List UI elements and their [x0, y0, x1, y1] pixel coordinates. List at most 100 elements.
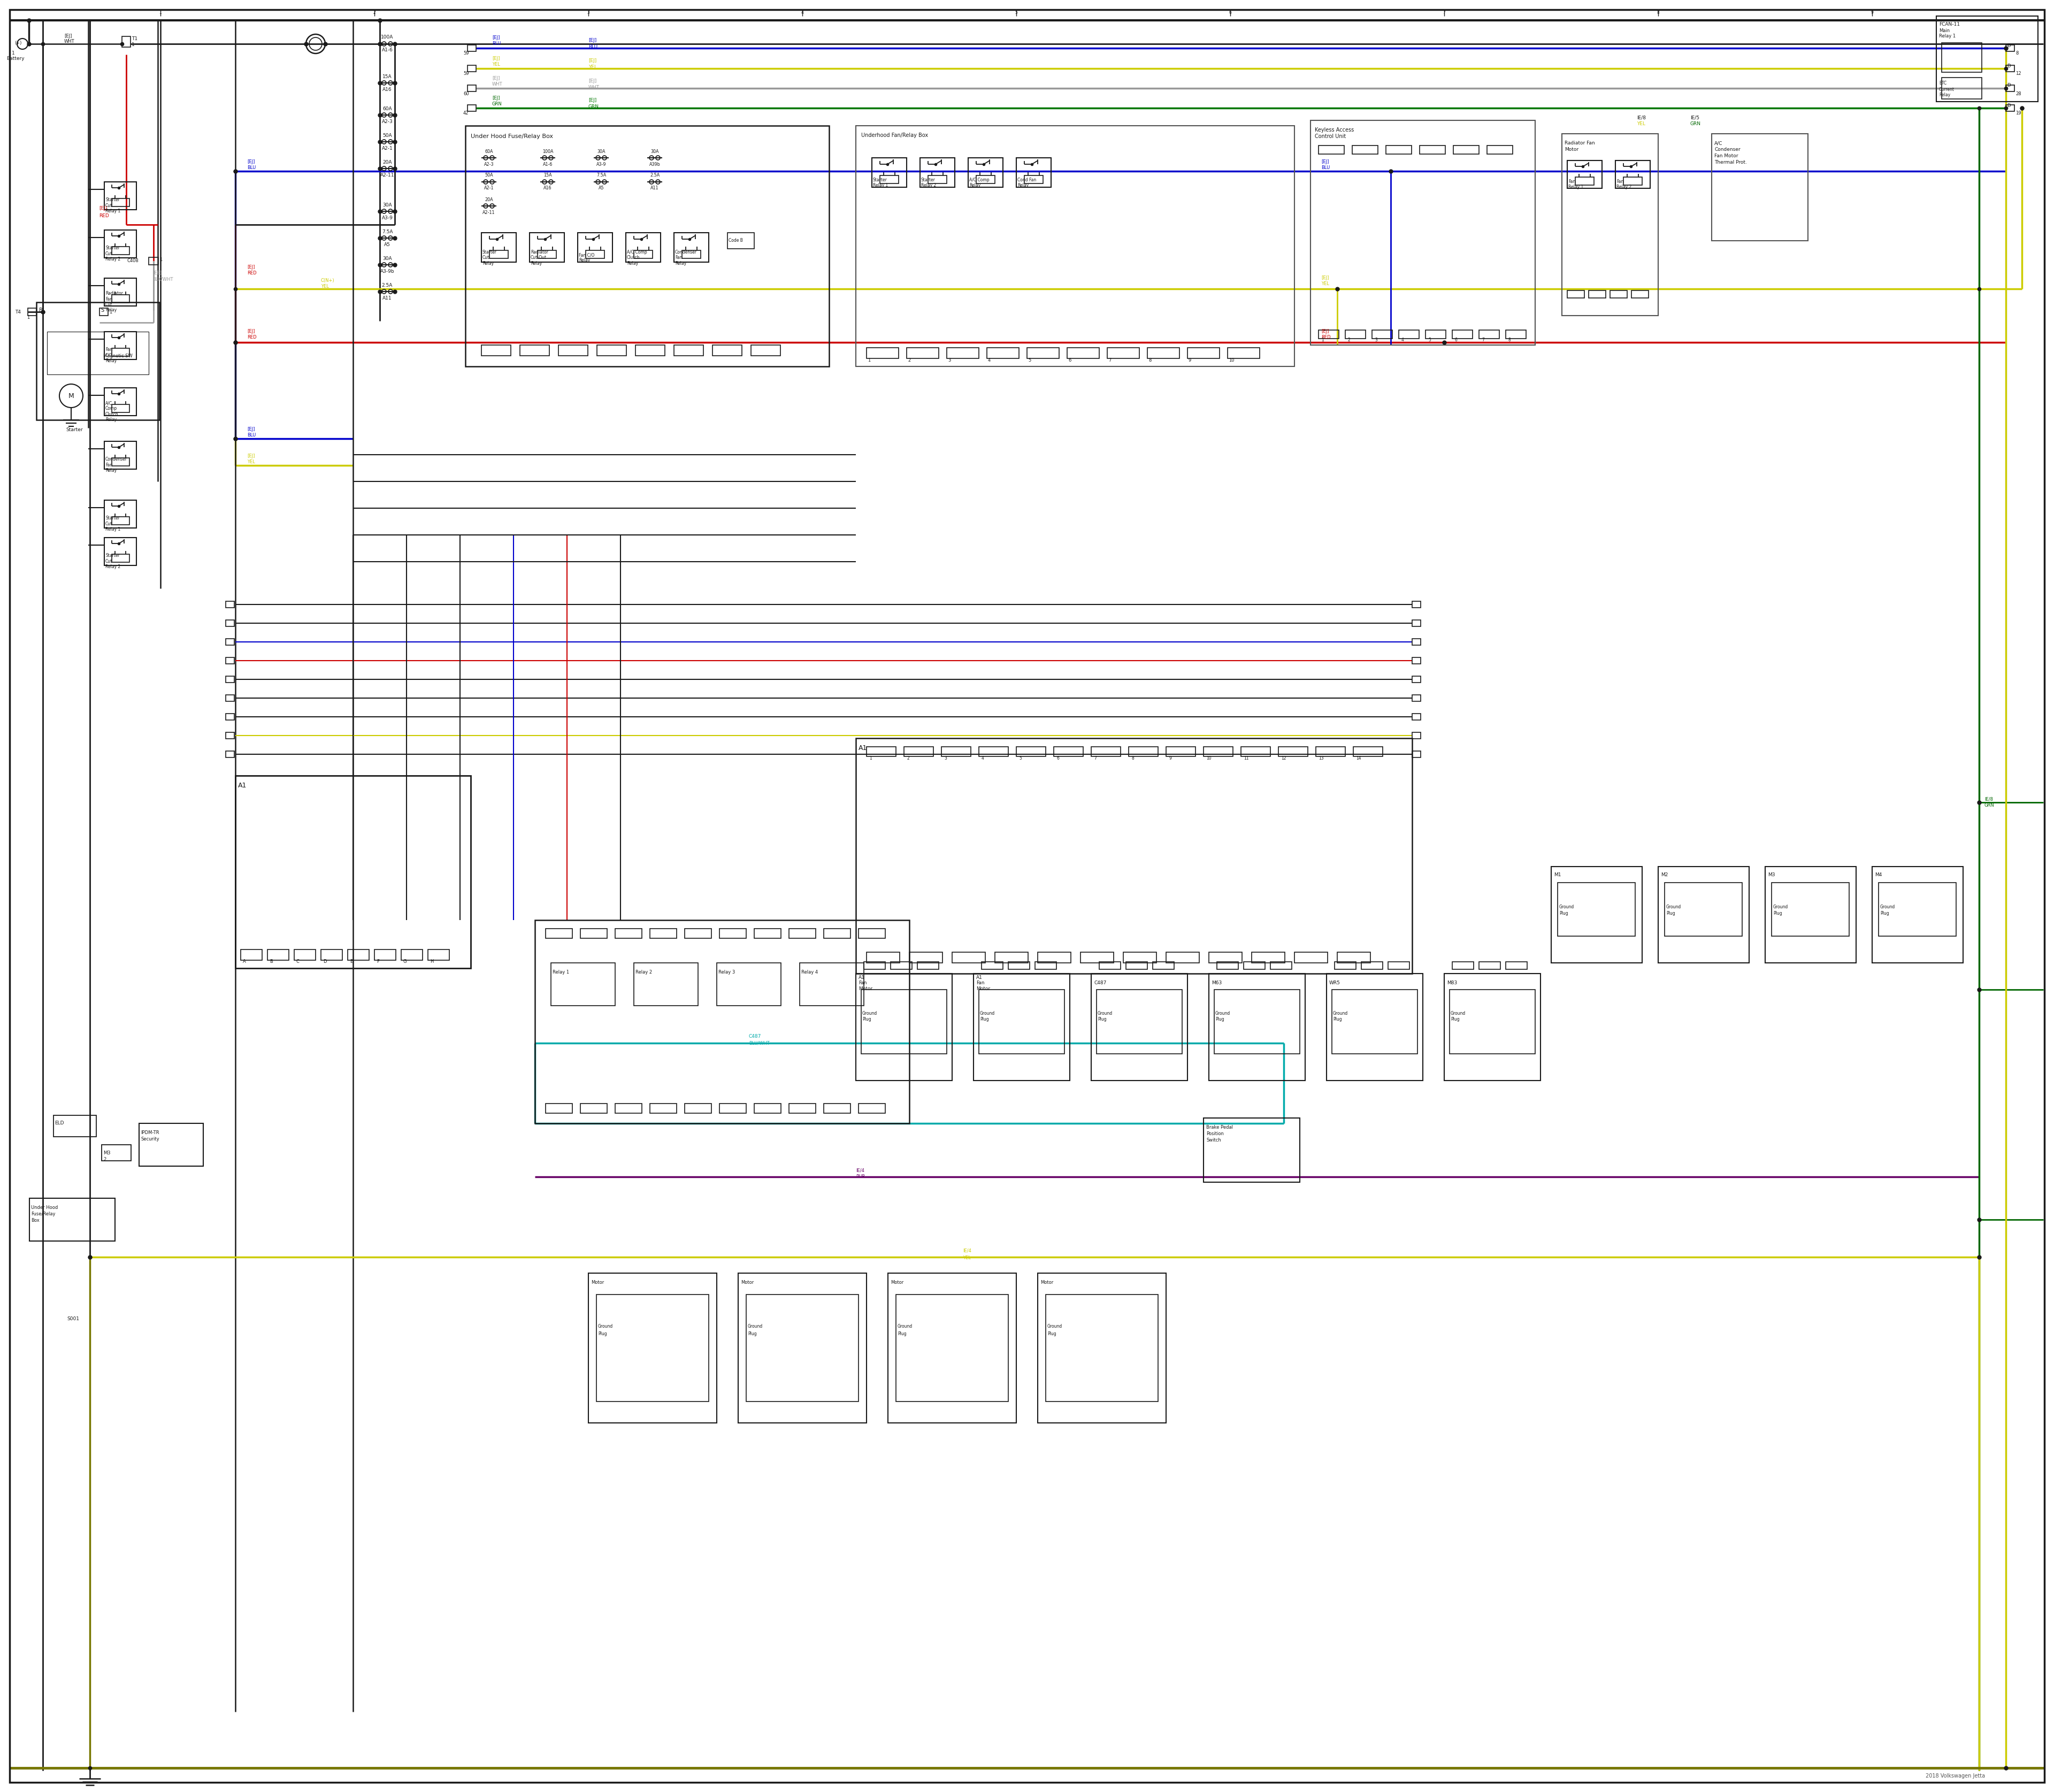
Bar — [1037, 952, 1070, 962]
Text: YEL: YEL — [587, 65, 598, 70]
Bar — [1444, 973, 1540, 1081]
Text: A2-1: A2-1 — [485, 186, 493, 190]
Bar — [1204, 1118, 1300, 1183]
Text: ETC: ETC — [1939, 81, 1947, 86]
Text: [EJ]
GRN: [EJ] GRN — [493, 97, 501, 106]
Bar — [520, 346, 548, 357]
Text: 30A: 30A — [382, 202, 392, 208]
Text: Ground: Ground — [598, 1324, 614, 1330]
Text: [EJ]: [EJ] — [587, 79, 596, 82]
Bar — [1871, 867, 1964, 962]
Text: 4: 4 — [801, 11, 803, 16]
Text: Ground
Plug: Ground Plug — [1216, 1011, 1230, 1021]
Bar — [1413, 602, 1421, 607]
Text: Radiator
Cut-Out
Relay: Radiator Cut-Out Relay — [530, 249, 548, 265]
Bar — [596, 1294, 709, 1401]
Text: 6: 6 — [1228, 11, 1232, 16]
Bar — [427, 950, 450, 961]
Bar — [1567, 290, 1584, 297]
Text: 8: 8 — [1508, 337, 1512, 342]
Text: M83: M83 — [1446, 980, 1456, 986]
Bar — [861, 989, 947, 1054]
Bar — [47, 332, 148, 375]
Text: A3-9: A3-9 — [382, 215, 392, 220]
Text: D: D — [2007, 43, 2011, 48]
Text: Under Hood: Under Hood — [31, 1206, 58, 1210]
Bar — [1107, 348, 1140, 358]
Bar — [674, 233, 709, 262]
Bar — [105, 500, 136, 529]
Text: 5: 5 — [1428, 337, 1432, 342]
Text: Control Unit: Control Unit — [1315, 134, 1345, 140]
Bar — [1425, 330, 1446, 339]
Text: [EJ]
YEL: [EJ] YEL — [1321, 276, 1329, 287]
Bar — [226, 695, 234, 701]
Text: 20A: 20A — [382, 159, 392, 165]
Text: A1: A1 — [238, 781, 246, 788]
Text: [EJ]: [EJ] — [587, 57, 596, 63]
Bar — [1631, 290, 1649, 297]
Text: 1: 1 — [867, 358, 871, 362]
Bar — [1557, 883, 1635, 935]
Text: Magnetic SW: Magnetic SW — [103, 353, 134, 358]
Text: A16: A16 — [382, 88, 392, 91]
Bar — [737, 1272, 867, 1423]
Text: Ground: Ground — [1666, 905, 1682, 909]
Bar — [111, 516, 129, 525]
Bar — [1658, 867, 1750, 962]
Text: Plug: Plug — [1879, 912, 1890, 916]
Bar — [1148, 348, 1179, 358]
Bar — [994, 952, 1029, 962]
Bar — [598, 346, 626, 357]
Bar — [1097, 989, 1183, 1054]
Text: [EJ]
WHT: [EJ] WHT — [493, 75, 503, 86]
Text: Starter
Cut
Relay 2: Starter Cut Relay 2 — [105, 246, 121, 262]
Text: 50A: 50A — [382, 133, 392, 138]
Bar — [1610, 290, 1627, 297]
Bar — [1399, 330, 1419, 339]
Text: C: C — [296, 959, 300, 964]
Text: Condenser
Fan
Relay: Condenser Fan Relay — [676, 249, 696, 265]
Bar — [294, 950, 316, 961]
Text: [EJ]: [EJ] — [587, 38, 596, 43]
Bar — [111, 296, 129, 303]
Text: C487: C487 — [750, 1034, 762, 1039]
Bar — [468, 106, 477, 111]
Bar — [1269, 962, 1292, 969]
Text: 19: 19 — [2015, 111, 2021, 116]
Text: YEL: YEL — [320, 285, 329, 289]
Text: M4: M4 — [1875, 873, 1881, 878]
Text: 30A: 30A — [651, 149, 659, 154]
Bar — [111, 405, 129, 412]
Bar — [713, 346, 741, 357]
Text: A/C: A/C — [1715, 142, 1723, 145]
Text: Plug: Plug — [1666, 912, 1676, 916]
Bar — [1204, 747, 1232, 756]
Text: Starter: Starter — [66, 426, 82, 432]
Text: Relay 1: Relay 1 — [1939, 34, 1955, 39]
Bar — [1317, 747, 1345, 756]
Text: [EJ]
YEL: [EJ] YEL — [493, 56, 499, 66]
Bar — [226, 602, 234, 607]
Text: Battery: Battery — [6, 56, 25, 61]
Bar — [967, 158, 1002, 186]
Bar — [1243, 962, 1265, 969]
Text: T1
1: T1 1 — [131, 36, 138, 47]
Bar — [727, 233, 754, 249]
Bar — [859, 928, 885, 939]
Text: D: D — [2007, 63, 2011, 68]
Text: 12: 12 — [1282, 756, 1286, 762]
Bar — [1588, 290, 1606, 297]
Text: Ground: Ground — [1879, 905, 1896, 909]
Bar — [754, 1104, 781, 1113]
Text: A/C Comp
Relay: A/C Comp Relay — [969, 177, 990, 188]
Text: Ground: Ground — [898, 1324, 912, 1330]
Text: 3: 3 — [1374, 337, 1378, 342]
Bar — [857, 738, 1413, 973]
Bar — [1575, 177, 1594, 185]
Text: 3: 3 — [587, 11, 589, 16]
Bar — [99, 308, 109, 315]
Text: [EJ]
RED: [EJ] RED — [246, 330, 257, 339]
Bar — [1567, 161, 1602, 188]
Text: Fan
Relay 1: Fan Relay 1 — [1569, 179, 1584, 190]
